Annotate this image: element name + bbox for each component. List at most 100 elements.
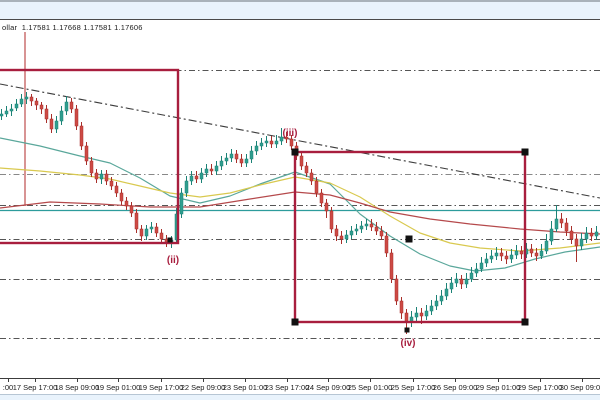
bear-candle [384, 235, 389, 254]
bear-candle [569, 230, 574, 240]
time-axis-label: 18 Sep 09:00 [54, 383, 100, 392]
wave-label[interactable]: (iv) [401, 338, 416, 349]
bear-candle [459, 278, 464, 285]
bull-candle [64, 101, 69, 112]
toolbar-strip[interactable] [0, 2, 600, 20]
time-axis-tick [582, 379, 583, 382]
bear-candle [299, 155, 304, 167]
bear-candle [209, 168, 214, 172]
bull-candle [354, 228, 359, 232]
bull-candle [24, 96, 29, 100]
time-axis-tick [287, 379, 288, 382]
time-axis-label: 25 Sep 01:00 [347, 383, 393, 392]
chart-title-ohlc: ollar 1.17581 1.17668 1.17581 1.17606 [2, 23, 143, 32]
bull-candle [279, 136, 284, 142]
bull-candle [514, 250, 519, 256]
bear-candle [74, 108, 79, 127]
time-axis-label: 24 Sep 09:00 [305, 383, 351, 392]
bear-candle [69, 101, 74, 110]
bear-candle [304, 165, 309, 174]
time-axis-tick [8, 379, 9, 382]
object-handle[interactable] [404, 327, 410, 333]
descending-trendline[interactable] [0, 83, 600, 199]
bottom-strip [0, 394, 600, 400]
bull-candle [359, 225, 364, 230]
bear-candle [334, 228, 339, 237]
bull-candle [454, 278, 459, 284]
bull-candle [429, 305, 434, 312]
object-handle[interactable] [405, 235, 413, 243]
bull-candle [349, 230, 354, 236]
bull-candle [489, 255, 494, 260]
bear-candle [139, 228, 144, 237]
bear-candle [154, 226, 159, 234]
bull-candle [204, 168, 209, 174]
bull-candle [554, 218, 559, 230]
bull-candle [149, 226, 154, 230]
wave-label[interactable]: (iii) [283, 128, 298, 139]
time-axis[interactable]: :00 17 Sep 17:00 18 Sep 09:00 19 Sep 01:00 1… [0, 378, 600, 394]
bull-candle [54, 120, 59, 130]
bull-candle [494, 252, 499, 257]
plot-area[interactable]: (ii) (iii) (iv) [0, 32, 600, 349]
time-axis-label: 25 Sep 17:00 [390, 383, 436, 392]
bear-candle [124, 200, 129, 207]
rectangle-object-2[interactable] [293, 150, 527, 324]
bear-candle [134, 212, 139, 230]
bear-candle [564, 222, 569, 232]
time-axis-tick [540, 379, 541, 382]
bull-candle [219, 160, 224, 167]
bull-candle [4, 110, 9, 115]
time-axis-label: 17 Sep 17:00 [12, 383, 58, 392]
wave-label[interactable]: (ii) [167, 255, 179, 266]
time-axis-tick [413, 379, 414, 382]
object-handle[interactable] [521, 148, 529, 156]
bull-candle [344, 234, 349, 240]
bear-candle [289, 138, 294, 147]
bear-candle [239, 158, 244, 164]
bull-candle [474, 268, 479, 274]
time-axis-tick [245, 379, 246, 382]
time-axis-tick [118, 379, 119, 382]
bull-candle [449, 282, 454, 290]
bull-candle [189, 175, 194, 182]
bull-candle [274, 140, 279, 145]
time-axis-label: 23 Sep 17:00 [264, 383, 310, 392]
bear-candle [284, 136, 289, 140]
bull-candle [179, 192, 184, 215]
object-handle[interactable] [291, 318, 299, 326]
bear-candle [329, 210, 334, 230]
time-axis-tick [370, 379, 371, 382]
bull-candle [364, 223, 369, 227]
bull-candle [224, 157, 229, 162]
time-axis-tick [35, 379, 36, 382]
time-axis-label: 29 Sep 01:00 [475, 383, 521, 392]
object-handle[interactable] [291, 148, 299, 156]
bull-candle [484, 258, 489, 264]
window-top-hairline [0, 0, 600, 2]
bear-candle [84, 145, 89, 162]
bear-candle [29, 96, 34, 102]
bull-candle [264, 140, 269, 144]
bull-candle [0, 113, 4, 117]
bull-candle [434, 300, 439, 307]
bull-candle [544, 240, 549, 252]
bull-candle [439, 295, 444, 302]
bear-candle [399, 300, 404, 314]
bear-candle [574, 238, 579, 247]
bull-candle [244, 158, 249, 164]
bear-candle [114, 185, 119, 194]
time-axis-tick [455, 379, 456, 382]
bear-candle [79, 125, 84, 147]
time-axis-label: 22 Sep 09:00 [180, 383, 226, 392]
bear-candle [314, 180, 319, 194]
bull-candle [594, 231, 599, 237]
rectangle-object-1[interactable] [0, 68, 180, 245]
time-axis-label: 30 Sep 09:00 [559, 383, 600, 392]
bear-candle [504, 255, 509, 260]
time-axis-tick [328, 379, 329, 382]
object-handle[interactable] [521, 318, 529, 326]
bear-candle [339, 235, 344, 240]
object-handle[interactable] [167, 237, 173, 243]
